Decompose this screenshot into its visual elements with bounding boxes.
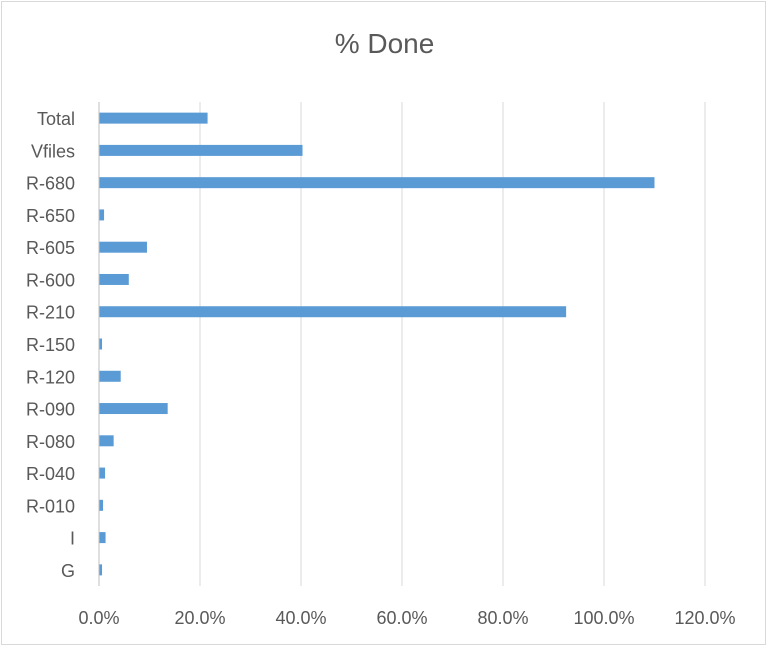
bar bbox=[99, 403, 168, 415]
category-labels: Total Vfiles R-680 R-650 R-605 R-600 R-210 R-15… bbox=[26, 109, 75, 581]
bar bbox=[99, 370, 121, 382]
category-label: R-210 bbox=[26, 303, 75, 323]
bar bbox=[99, 564, 103, 576]
x-tick-label: 80.0% bbox=[477, 608, 528, 628]
bar bbox=[99, 273, 129, 285]
category-label: R-600 bbox=[26, 270, 75, 290]
bar bbox=[99, 112, 208, 124]
x-tick-label: 40.0% bbox=[275, 608, 326, 628]
x-tick-label: 100.0% bbox=[573, 608, 634, 628]
chart-title: % Done bbox=[334, 28, 435, 59]
category-label: Total bbox=[37, 109, 75, 129]
category-label: G bbox=[61, 561, 75, 581]
gridlines bbox=[199, 102, 706, 586]
category-label: Vfiles bbox=[31, 141, 75, 161]
category-label: R-090 bbox=[26, 400, 75, 420]
category-label: R-650 bbox=[26, 206, 75, 226]
bar bbox=[99, 338, 103, 350]
x-tick-label: 120.0% bbox=[674, 608, 735, 628]
category-label: R-680 bbox=[26, 174, 75, 194]
category-label: R-010 bbox=[26, 496, 75, 516]
bar bbox=[99, 435, 114, 447]
x-tick-label: 0.0% bbox=[78, 608, 119, 628]
bar bbox=[99, 467, 106, 479]
category-label: R-120 bbox=[26, 367, 75, 387]
x-tick-labels: 0.0% 20.0% 40.0% 60.0% 80.0% 100.0% 120.0% bbox=[78, 608, 735, 628]
bar bbox=[99, 532, 106, 544]
bar bbox=[99, 177, 655, 189]
bars bbox=[99, 112, 655, 576]
bar bbox=[99, 306, 567, 318]
category-label: R-605 bbox=[26, 238, 75, 258]
category-label: R-080 bbox=[26, 432, 75, 452]
x-tick-label: 60.0% bbox=[376, 608, 427, 628]
category-label: R-040 bbox=[26, 464, 75, 484]
x-tick-label: 20.0% bbox=[174, 608, 225, 628]
bar bbox=[99, 499, 104, 511]
category-label: I bbox=[70, 529, 75, 549]
bar bbox=[99, 241, 147, 253]
bar bbox=[99, 144, 303, 156]
bar bbox=[99, 209, 105, 221]
category-label: R-150 bbox=[26, 335, 75, 355]
